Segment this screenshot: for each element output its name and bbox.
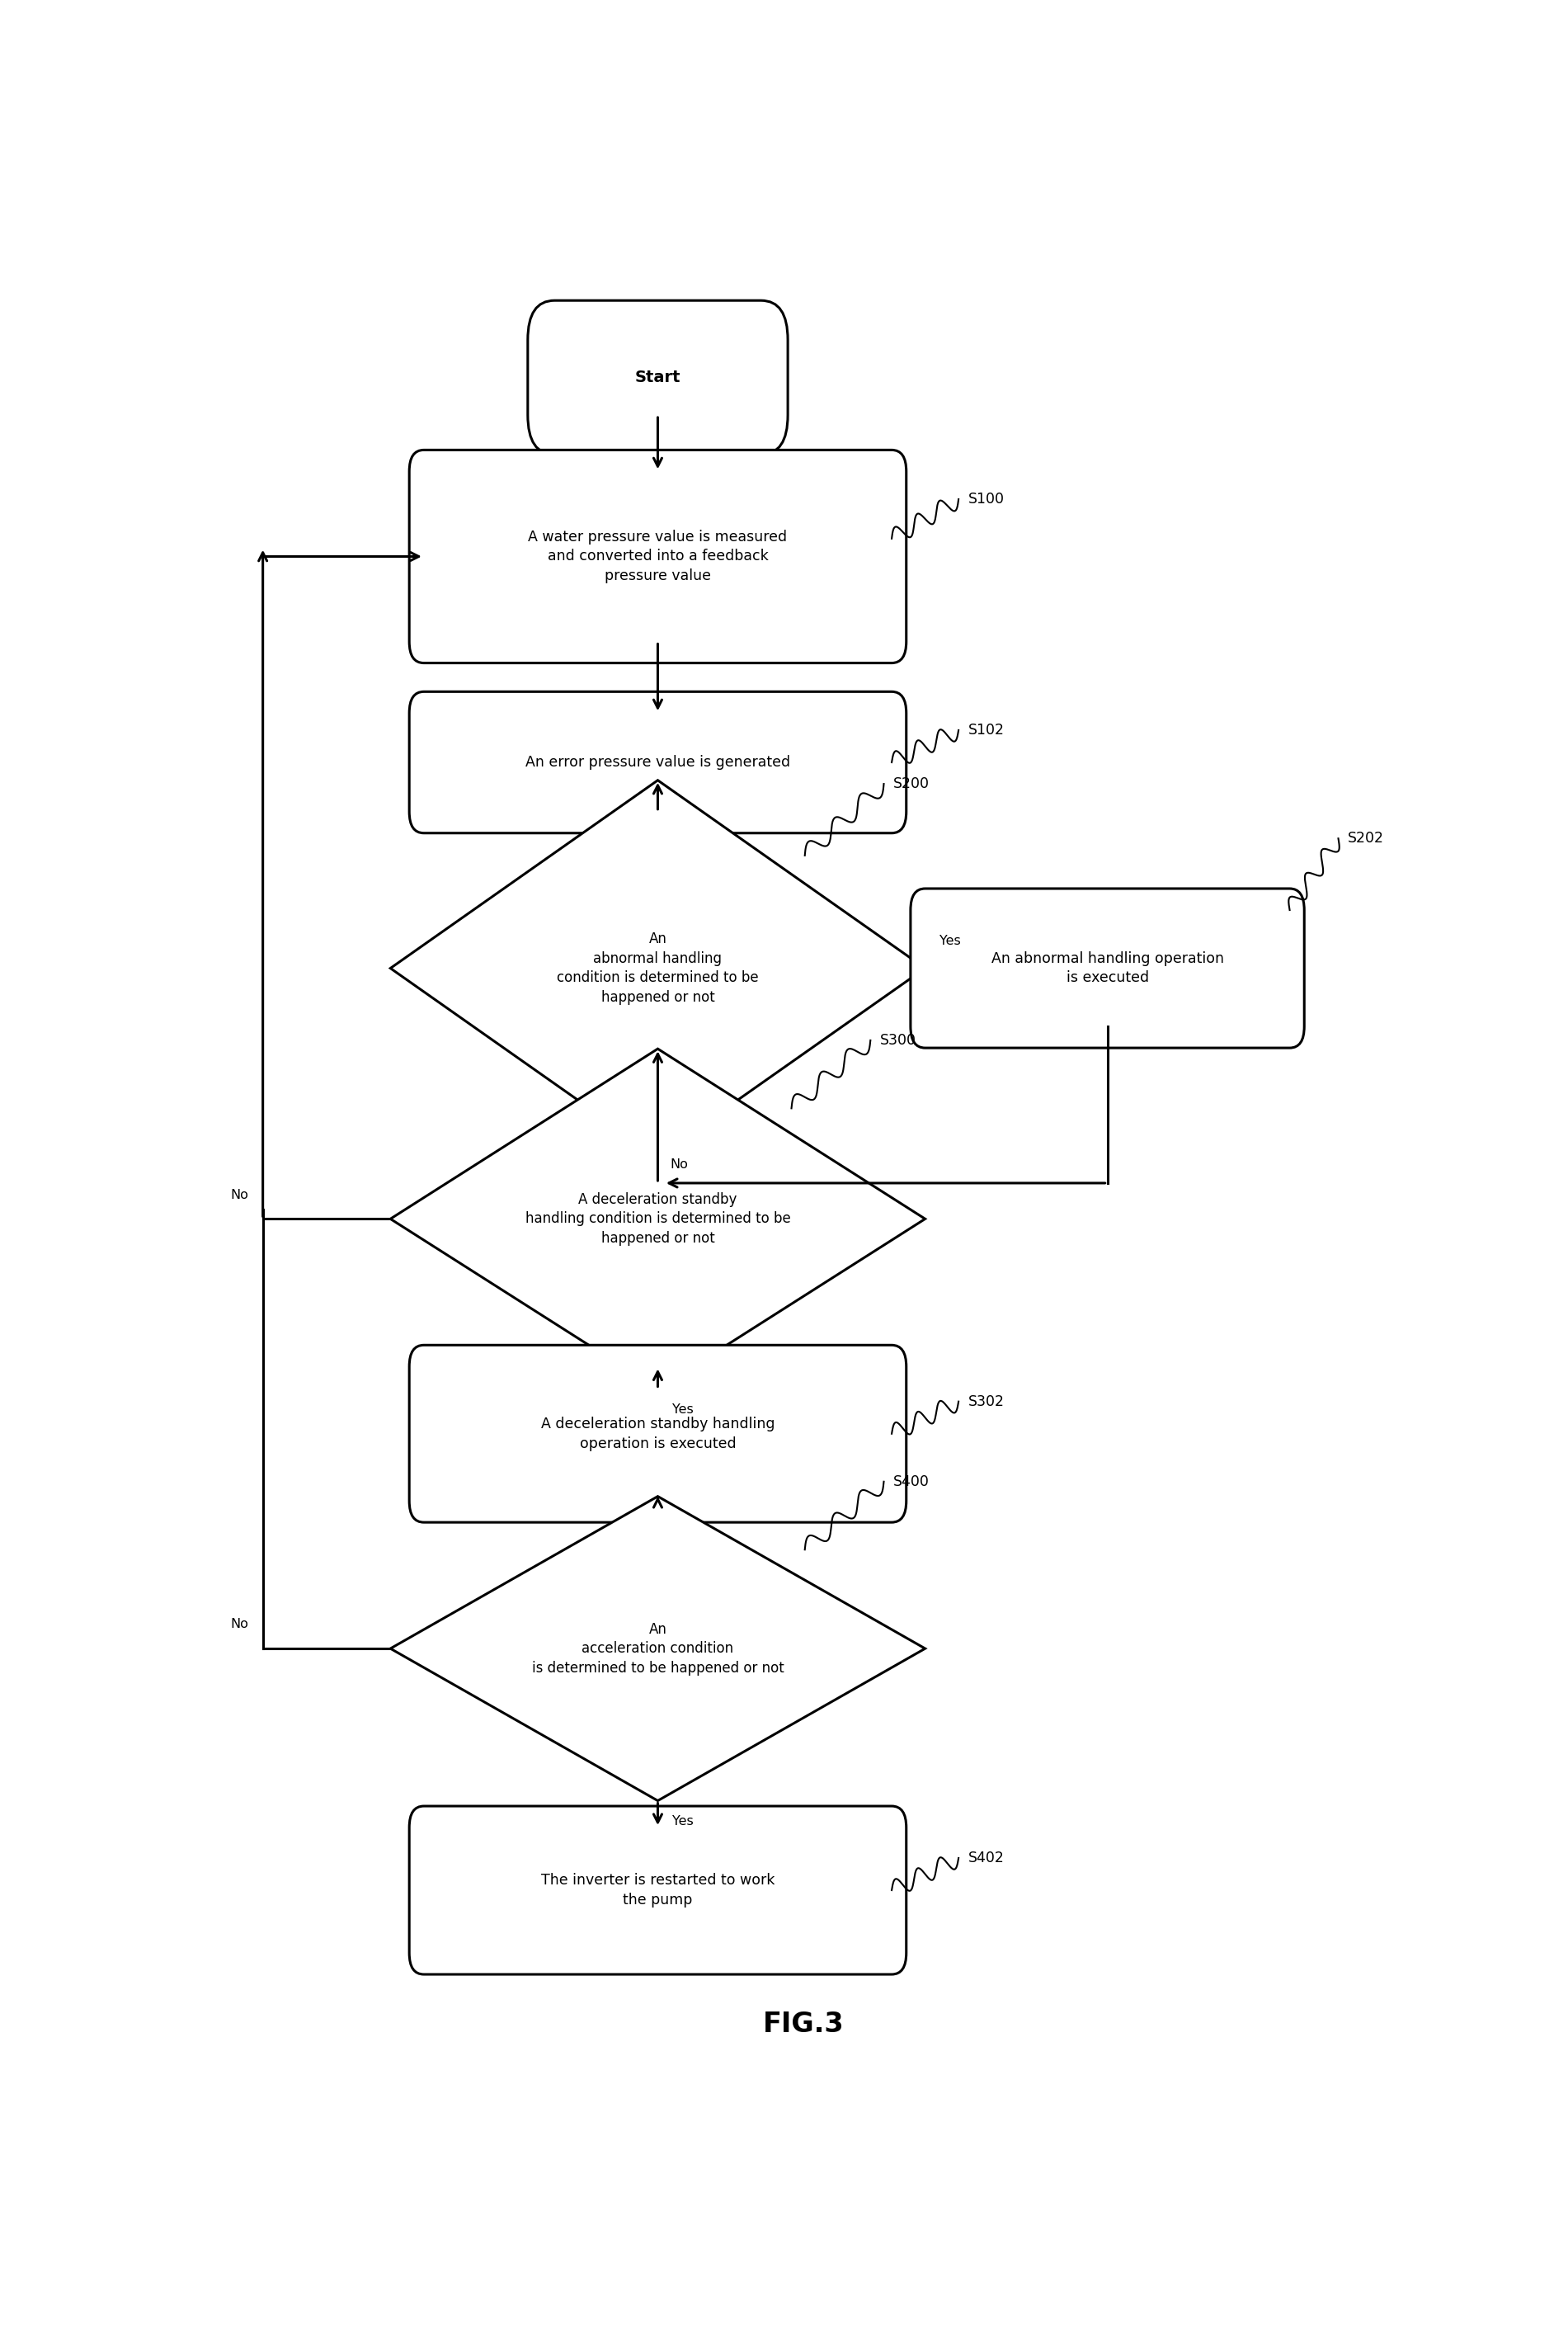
FancyBboxPatch shape — [409, 1807, 906, 1974]
Text: Yes: Yes — [673, 1816, 693, 1827]
Text: Yes: Yes — [673, 1404, 693, 1416]
Text: The inverter is restarted to work
the pump: The inverter is restarted to work the pu… — [541, 1874, 775, 1906]
FancyBboxPatch shape — [409, 1346, 906, 1523]
Text: S202: S202 — [1348, 830, 1385, 846]
Polygon shape — [390, 781, 925, 1156]
Text: S302: S302 — [969, 1395, 1005, 1409]
Text: A deceleration standby
handling condition is determined to be
happened or not: A deceleration standby handling conditio… — [525, 1193, 790, 1246]
Text: S100: S100 — [969, 493, 1005, 507]
Text: An abnormal handling operation
is executed: An abnormal handling operation is execut… — [991, 951, 1223, 986]
Text: No: No — [230, 1618, 248, 1630]
Text: No: No — [230, 1188, 248, 1202]
Text: An
abnormal handling
condition is determined to be
happened or not: An abnormal handling condition is determ… — [557, 932, 759, 1004]
Text: Start: Start — [635, 370, 681, 386]
Text: S102: S102 — [969, 723, 1005, 737]
Text: S402: S402 — [969, 1851, 1005, 1865]
Text: S200: S200 — [894, 777, 930, 791]
Text: No: No — [670, 1158, 688, 1169]
Text: S400: S400 — [894, 1474, 930, 1488]
Text: Yes: Yes — [939, 935, 961, 946]
FancyBboxPatch shape — [409, 691, 906, 832]
FancyBboxPatch shape — [409, 451, 906, 663]
FancyBboxPatch shape — [911, 888, 1305, 1049]
Polygon shape — [390, 1497, 925, 1802]
FancyBboxPatch shape — [528, 300, 787, 453]
Text: An
acceleration condition
is determined to be happened or not: An acceleration condition is determined … — [532, 1621, 784, 1676]
Text: S300: S300 — [880, 1032, 916, 1049]
Polygon shape — [390, 1049, 925, 1388]
Text: A water pressure value is measured
and converted into a feedback
pressure value: A water pressure value is measured and c… — [528, 530, 787, 584]
Text: A deceleration standby handling
operation is executed: A deceleration standby handling operatio… — [541, 1416, 775, 1451]
Text: An error pressure value is generated: An error pressure value is generated — [525, 756, 790, 770]
Text: FIG.3: FIG.3 — [764, 2011, 844, 2039]
